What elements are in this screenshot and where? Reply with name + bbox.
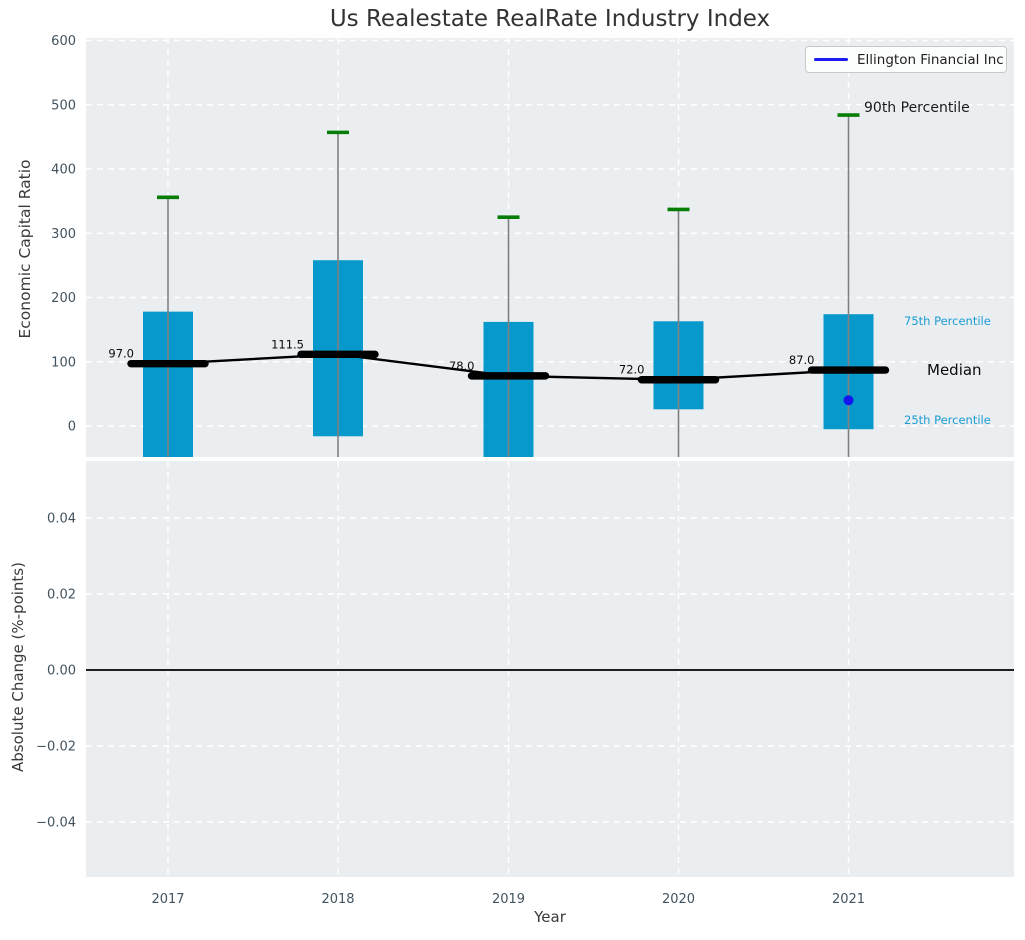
legend-line-icon bbox=[814, 58, 848, 61]
whisker-caps bbox=[157, 113, 860, 219]
x-tick-label-2018: 2018 bbox=[321, 892, 354, 907]
y-tick-label: 400 bbox=[51, 163, 76, 178]
y-tick-label: 200 bbox=[51, 291, 76, 306]
x-tick-label-2019: 2019 bbox=[492, 892, 525, 907]
y-tick-label: 300 bbox=[51, 227, 76, 242]
median-markers bbox=[127, 350, 890, 384]
chart-title: Us Realestate RealRate Industry Index bbox=[329, 6, 771, 32]
top-panel-plot-area: 97.0 111.5 78.0 72.0 87.0 600 500 400 300 200 100 0 bbox=[51, 34, 1014, 457]
legend-label: Ellington Financial Inc bbox=[857, 51, 1004, 68]
annotation-75th-percentile: 75th Percentile bbox=[904, 314, 991, 328]
median-value-labels: 97.0 111.5 78.0 72.0 87.0 bbox=[108, 337, 814, 376]
y-axis-label-absolute-change: Absolute Change (%-points) bbox=[9, 562, 27, 772]
y-axis-label-economic-capital-ratio: Economic Capital Ratio bbox=[16, 159, 34, 339]
y-tick-label: 100 bbox=[51, 355, 76, 370]
gridlines bbox=[86, 461, 1014, 877]
whisker-stems bbox=[167, 115, 850, 457]
y-tick-labels: 600 500 400 300 200 100 0 bbox=[51, 34, 76, 435]
annotation-median: Median bbox=[927, 361, 982, 379]
y-tick-label: 0.00 bbox=[47, 664, 76, 679]
x-axis-label-year: Year bbox=[534, 908, 566, 926]
median-value-label-2021: 87.0 bbox=[789, 353, 815, 367]
y-tick-label: 0.02 bbox=[47, 588, 76, 603]
median-value-label-2020: 72.0 bbox=[619, 363, 645, 377]
company-point-ellington bbox=[843, 395, 854, 406]
legend: Ellington Financial Inc bbox=[805, 46, 1007, 73]
y-tick-label: −0.02 bbox=[36, 740, 76, 755]
y-tick-labels: 0.04 0.02 0.00 −0.02 −0.04 bbox=[36, 512, 76, 831]
y-tick-label: 500 bbox=[51, 98, 76, 113]
median-value-label-2019: 78.0 bbox=[449, 359, 475, 373]
y-tick-label: 0.04 bbox=[47, 512, 76, 527]
x-tick-label-2020: 2020 bbox=[662, 892, 695, 907]
x-tick-labels: 2017 2018 2019 2020 2021 bbox=[151, 892, 865, 907]
y-tick-label: 600 bbox=[51, 34, 76, 49]
y-tick-label: −0.04 bbox=[36, 816, 76, 831]
median-value-label-2018: 111.5 bbox=[271, 337, 304, 351]
x-tick-label-2017: 2017 bbox=[151, 892, 184, 907]
annotation-25th-percentile: 25th Percentile bbox=[904, 413, 991, 427]
bottom-panel-plot-area: 0.04 0.02 0.00 −0.02 −0.04 2017 2018 2019 2020 20… bbox=[36, 461, 1014, 907]
median-value-label-2017: 97.0 bbox=[108, 347, 134, 361]
x-tick-label-2021: 2021 bbox=[832, 892, 865, 907]
top-panel-svg: 97.0 111.5 78.0 72.0 87.0 600 500 400 300 200 100 0 bbox=[51, 34, 1014, 457]
y-tick-label: 0 bbox=[68, 420, 76, 435]
annotation-90th-percentile: 90th Percentile bbox=[864, 100, 970, 116]
